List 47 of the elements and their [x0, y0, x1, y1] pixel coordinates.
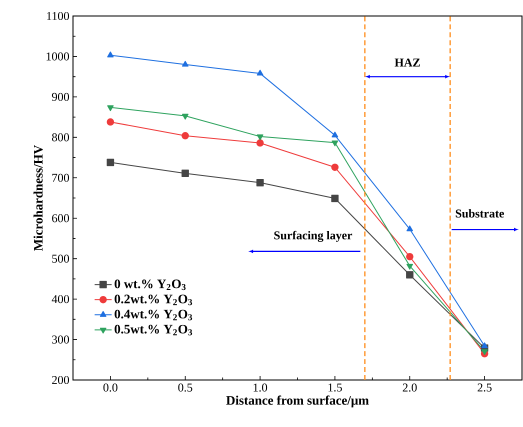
- legend-label: 0.5wt.% Y$_{2}$O$_{3}$: [114, 324, 192, 336]
- y-tick-label: 200: [52, 376, 70, 384]
- x-tick-label: 2.5: [478, 384, 492, 392]
- x-tick-label: 0.0: [103, 384, 118, 392]
- point: [481, 342, 488, 348]
- annotation: Surfacing layer: [274, 230, 352, 242]
- point: [256, 139, 264, 147]
- point: [182, 60, 189, 67]
- legend-label: 0.4wt.% Y$_{2}$O$_{3}$: [114, 310, 192, 320]
- y-tick-label: 400: [52, 295, 70, 304]
- point: [182, 114, 189, 120]
- point: [256, 70, 264, 76]
- point: [106, 118, 114, 126]
- point: [331, 164, 339, 171]
- y-tick-label: 500: [52, 254, 70, 263]
- x-tick-label: 0.5: [178, 384, 192, 392]
- annotation: Substrate: [456, 209, 504, 218]
- point: [107, 105, 114, 112]
- point: [332, 132, 338, 138]
- point: [332, 140, 338, 146]
- point: [256, 178, 264, 186]
- point: [481, 349, 488, 355]
- legend-label: 0.2wt.% Y$_{2}$O$_{3}$: [114, 294, 192, 306]
- point: [406, 225, 414, 232]
- point: [331, 194, 339, 202]
- point: [106, 158, 114, 166]
- point: [406, 252, 414, 260]
- y-tick-label: 300: [52, 336, 70, 344]
- y-tick-label: 800: [52, 133, 70, 142]
- point: [406, 271, 414, 279]
- point: [182, 170, 189, 178]
- y-axis-title: Microhardness/HV: [34, 145, 43, 251]
- y-tick-label: 1100: [47, 12, 70, 20]
- y-tick-label: 600: [52, 214, 70, 222]
- annotation: HAZ: [394, 58, 420, 66]
- point: [256, 134, 264, 140]
- point: [406, 264, 414, 270]
- y-tick-label: 700: [52, 174, 70, 182]
- x-axis-title: Distance from surface/μm: [226, 395, 369, 408]
- x-tick-label: 1.0: [254, 384, 268, 392]
- y-tick-label: 1000: [46, 52, 70, 60]
- legend-label: 0 wt.% Y$_{2}$O$_{3}$: [114, 280, 186, 290]
- point: [182, 132, 189, 140]
- x-tick-label: 1.5: [328, 384, 342, 392]
- y-tick-label: 900: [52, 92, 70, 101]
- x-tick-label: 2.0: [402, 384, 417, 392]
- point: [107, 52, 114, 58]
